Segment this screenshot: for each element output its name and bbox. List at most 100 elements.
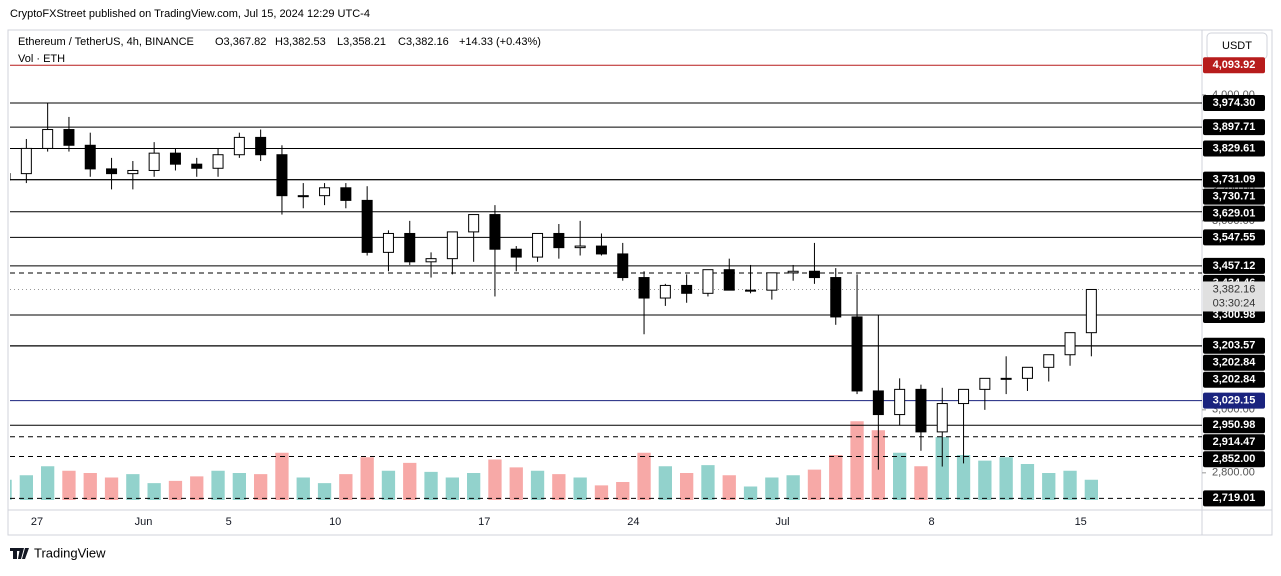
candle-body — [808, 270, 820, 279]
candle-body — [382, 232, 394, 253]
candle-body — [106, 168, 118, 175]
volume-bar — [530, 470, 545, 500]
candle-body — [212, 154, 224, 169]
volume-bar — [1042, 473, 1056, 500]
level-label: 3,457.12 — [1213, 260, 1256, 272]
level-label: 2,719.01 — [1213, 492, 1256, 504]
low: L3,358.21 — [337, 36, 386, 48]
candle-body — [1000, 377, 1012, 380]
volume-bar — [999, 457, 1013, 500]
candle-body — [745, 289, 757, 292]
volume-bar — [701, 465, 715, 500]
x-tick-label: Jul — [775, 516, 789, 528]
countdown: 03:30:24 — [1213, 297, 1256, 309]
level-label: 3,202.84 — [1213, 374, 1257, 386]
volume-bar — [104, 477, 119, 500]
candle-body — [1043, 354, 1055, 368]
open: O3,367.82 — [215, 36, 266, 48]
volume-bar — [765, 477, 779, 500]
y-tick-label: 2,800.00 — [1212, 467, 1255, 479]
candle-body — [638, 277, 650, 299]
last-price-label: 3,382.16 — [1213, 283, 1256, 295]
x-tick-label: 15 — [1075, 516, 1087, 528]
volume-bar — [147, 483, 161, 500]
plot — [10, 64, 1202, 500]
volume-bar — [829, 455, 843, 500]
volume-bar — [360, 457, 374, 500]
volume-label: Vol · ETH — [18, 53, 65, 65]
volume-bar — [1063, 470, 1077, 500]
candle-body — [297, 195, 309, 198]
level-label-bg — [1203, 119, 1265, 136]
level-label: 2,950.98 — [1213, 419, 1256, 431]
candle-body — [659, 284, 671, 299]
volume-bar — [190, 476, 204, 500]
close: C3,382.16 — [398, 36, 449, 48]
candle-body — [617, 253, 629, 279]
level-label: 3,974.30 — [1213, 97, 1256, 109]
candle-body — [425, 258, 437, 263]
volume-bar — [935, 437, 949, 500]
candle-body — [276, 154, 288, 197]
x-tick-label: 24 — [627, 516, 639, 528]
volume-bar — [1020, 464, 1035, 500]
level-label: 3,829.61 — [1213, 142, 1256, 154]
x-tick-label: 17 — [478, 516, 490, 528]
level-label-bg — [1203, 490, 1265, 507]
candle-body — [872, 390, 884, 416]
volume-bar — [616, 482, 630, 500]
level-label: 3,029.15 — [1213, 395, 1256, 407]
candle-body — [489, 214, 501, 250]
level-label: 3,300.98 — [1213, 309, 1256, 321]
volume-bar — [445, 477, 459, 500]
volume-bar — [19, 475, 33, 500]
volume-bar — [807, 469, 822, 500]
logo — [10, 548, 29, 559]
volume-bar — [956, 455, 971, 500]
currency[interactable]: USDT — [1222, 40, 1252, 52]
candle-body — [510, 248, 522, 258]
volume-bar — [126, 474, 140, 500]
level-label-bg — [1203, 417, 1265, 434]
volume-bar — [680, 473, 694, 500]
last-price-bg — [1203, 281, 1265, 312]
candle-body — [42, 129, 54, 149]
candle-body — [468, 214, 480, 233]
volume-bar — [658, 466, 672, 500]
candle-body — [1021, 366, 1033, 379]
volume-bar — [403, 462, 417, 500]
volume-bar — [850, 421, 864, 500]
volume-bar — [41, 466, 55, 500]
candle-body — [404, 232, 416, 263]
candle-body — [936, 403, 948, 433]
volume-bar — [893, 452, 907, 500]
publisher: CryptoFXStreet published on TradingView.… — [10, 8, 370, 20]
candle-body — [191, 163, 203, 169]
candle-body — [361, 199, 373, 253]
volume-bar — [275, 452, 289, 500]
level-label-bg — [1203, 57, 1265, 74]
x-tick-label: Jun — [135, 516, 153, 528]
candle-body — [1064, 332, 1076, 356]
level-label: 2,914.47 — [1213, 436, 1256, 448]
level-label: 3,730.71 — [1213, 190, 1256, 202]
candle-body — [915, 388, 927, 433]
candle-body — [148, 152, 160, 171]
x-tick-label: 10 — [329, 516, 341, 528]
volume-bar — [488, 459, 502, 500]
x-tick-label: 8 — [929, 516, 935, 528]
candle-body — [127, 169, 139, 175]
volume-bar — [62, 470, 76, 500]
candle-body — [319, 187, 331, 197]
level-label-bg — [1203, 171, 1265, 188]
level-label: 3,203.57 — [1213, 340, 1256, 352]
volume-bar — [637, 452, 651, 500]
level-label-bg — [1203, 229, 1265, 246]
candle-body — [595, 245, 607, 255]
level-label-bg — [1203, 205, 1265, 222]
volume-bar — [254, 474, 268, 500]
volume-bar — [168, 480, 183, 500]
candle-body — [979, 377, 991, 390]
